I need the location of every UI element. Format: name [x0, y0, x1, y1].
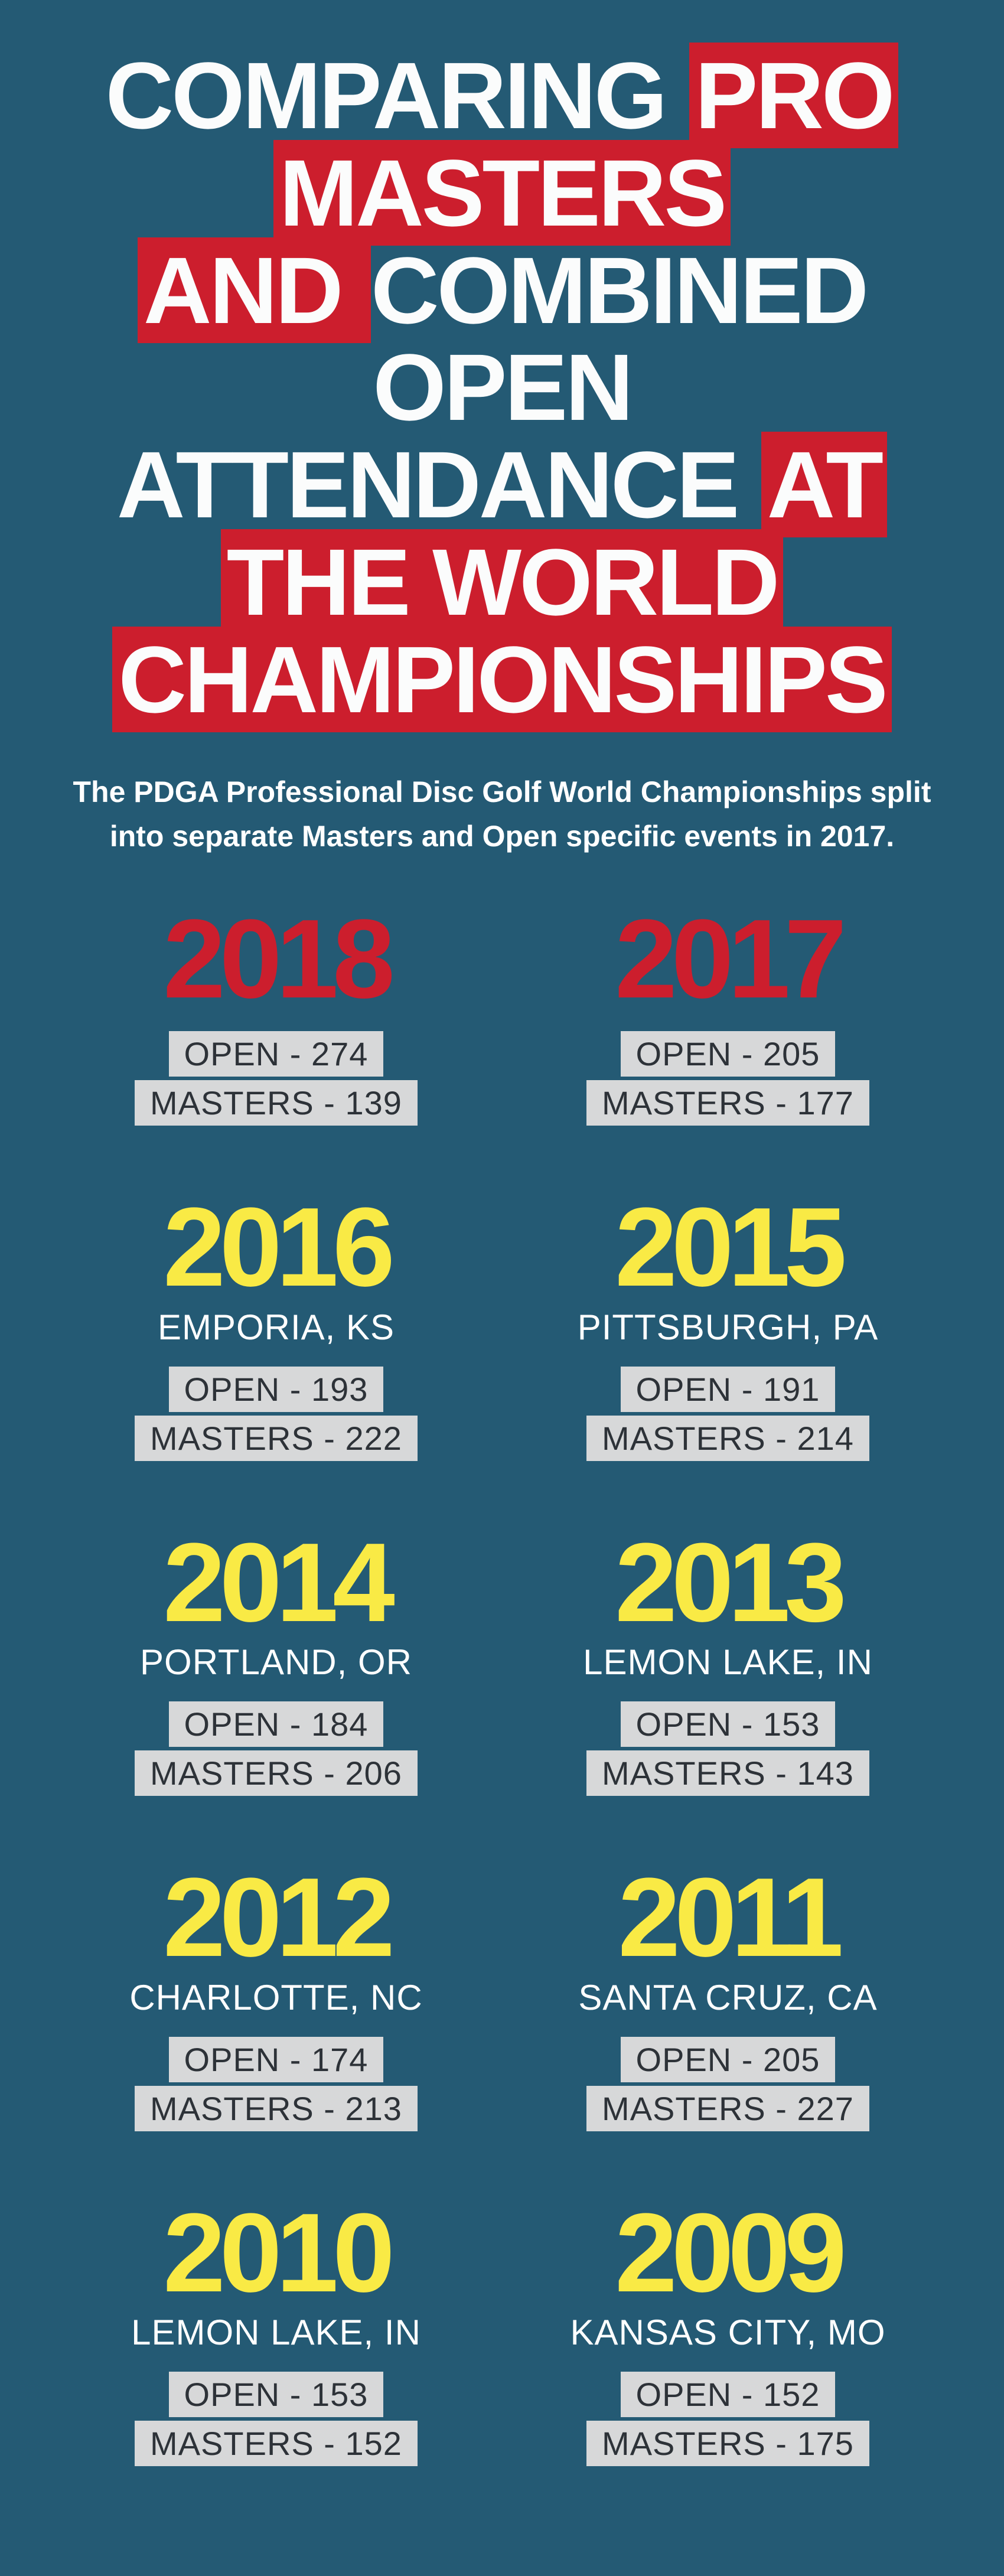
open-stat: OPEN - 184	[169, 1701, 384, 1747]
masters-stat: MASTERS - 139	[135, 1080, 418, 1126]
masters-stat: MASTERS - 177	[586, 1080, 869, 1126]
year-card: 2010 LEMON LAKE, IN OPEN - 153 MASTERS -…	[59, 2200, 493, 2470]
title-highlight: CHAMPIONSHIPS	[112, 627, 891, 732]
title-highlight: AND	[138, 237, 371, 343]
title-text: ATTENDANCE	[117, 432, 761, 537]
year-number: 2011	[511, 1864, 945, 1971]
year-number: 2017	[511, 906, 945, 1013]
masters-stat: MASTERS - 227	[586, 2086, 869, 2131]
stats-wrap: OPEN - 153 MASTERS - 143	[511, 1701, 945, 1799]
location-text: LEMON LAKE, IN	[59, 2312, 493, 2353]
year-number: 2013	[511, 1530, 945, 1636]
masters-stat: MASTERS - 222	[135, 1416, 418, 1461]
title-line-2: AND COMBINED OPEN	[35, 242, 969, 437]
stats-wrap: OPEN - 153 MASTERS - 152	[59, 2372, 493, 2470]
stats-wrap: OPEN - 205 MASTERS - 227	[511, 2037, 945, 2135]
year-number: 2018	[59, 906, 493, 1013]
location-text: LEMON LAKE, IN	[511, 1642, 945, 1682]
year-card: 2013 LEMON LAKE, IN OPEN - 153 MASTERS -…	[511, 1530, 945, 1800]
masters-stat: MASTERS - 152	[135, 2421, 418, 2466]
location-text: EMPORIA, KS	[59, 1307, 493, 1348]
title-line-3: ATTENDANCE AT THE WORLD	[35, 436, 969, 631]
year-number: 2014	[59, 1530, 493, 1636]
open-stat: OPEN - 153	[621, 1701, 836, 1747]
year-number: 2010	[59, 2200, 493, 2307]
year-card: 2012 CHARLOTTE, NC OPEN - 174 MASTERS - …	[59, 1864, 493, 2135]
open-stat: OPEN - 174	[169, 2037, 384, 2082]
open-stat: OPEN - 153	[169, 2372, 384, 2417]
masters-stat: MASTERS - 214	[586, 1416, 869, 1461]
year-card: 2017 OPEN - 205 MASTERS - 177	[511, 906, 945, 1130]
year-card: 2011 SANTA CRUZ, CA OPEN - 205 MASTERS -…	[511, 1864, 945, 2135]
year-grid: 2018 OPEN - 274 MASTERS - 139 2017 OPEN …	[59, 906, 945, 2470]
open-stat: OPEN - 205	[621, 2037, 836, 2082]
stats-wrap: OPEN - 274 MASTERS - 139	[59, 1031, 493, 1129]
location-text: PITTSBURGH, PA	[511, 1307, 945, 1348]
location-text: PORTLAND, OR	[59, 1642, 493, 1682]
title-line-4: CHAMPIONSHIPS	[35, 631, 969, 729]
year-number: 2016	[59, 1194, 493, 1301]
stats-wrap: OPEN - 193 MASTERS - 222	[59, 1367, 493, 1465]
title-line-1: COMPARING PRO MASTERS	[35, 47, 969, 242]
location-text: KANSAS CITY, MO	[511, 2312, 945, 2353]
title-text: COMBINED OPEN	[371, 237, 866, 441]
year-card: 2015 PITTSBURGH, PA OPEN - 191 MASTERS -…	[511, 1194, 945, 1465]
stats-wrap: OPEN - 205 MASTERS - 177	[511, 1031, 945, 1129]
open-stat: OPEN - 193	[169, 1367, 384, 1412]
stats-wrap: OPEN - 184 MASTERS - 206	[59, 1701, 493, 1799]
year-card: 2016 EMPORIA, KS OPEN - 193 MASTERS - 22…	[59, 1194, 493, 1465]
year-number: 2009	[511, 2200, 945, 2307]
location-text: SANTA CRUZ, CA	[511, 1977, 945, 2018]
infographic-title: COMPARING PRO MASTERS AND COMBINED OPEN …	[35, 47, 969, 729]
year-card: 2014 PORTLAND, OR OPEN - 184 MASTERS - 2…	[59, 1530, 493, 1800]
year-number: 2015	[511, 1194, 945, 1301]
year-card: 2018 OPEN - 274 MASTERS - 139	[59, 906, 493, 1130]
stats-wrap: OPEN - 174 MASTERS - 213	[59, 2037, 493, 2135]
title-text: COMPARING	[106, 43, 689, 148]
subheading-text: The PDGA Professional Disc Golf World Ch…	[53, 770, 951, 859]
masters-stat: MASTERS - 143	[586, 1750, 869, 1796]
stats-wrap: OPEN - 191 MASTERS - 214	[511, 1367, 945, 1465]
masters-stat: MASTERS - 175	[586, 2421, 869, 2466]
year-card: 2009 KANSAS CITY, MO OPEN - 152 MASTERS …	[511, 2200, 945, 2470]
masters-stat: MASTERS - 213	[135, 2086, 418, 2131]
open-stat: OPEN - 274	[169, 1031, 384, 1077]
location-text: CHARLOTTE, NC	[59, 1977, 493, 2018]
year-number: 2012	[59, 1864, 493, 1971]
open-stat: OPEN - 205	[621, 1031, 836, 1077]
open-stat: OPEN - 152	[621, 2372, 836, 2417]
open-stat: OPEN - 191	[621, 1367, 836, 1412]
stats-wrap: OPEN - 152 MASTERS - 175	[511, 2372, 945, 2470]
masters-stat: MASTERS - 206	[135, 1750, 418, 1796]
